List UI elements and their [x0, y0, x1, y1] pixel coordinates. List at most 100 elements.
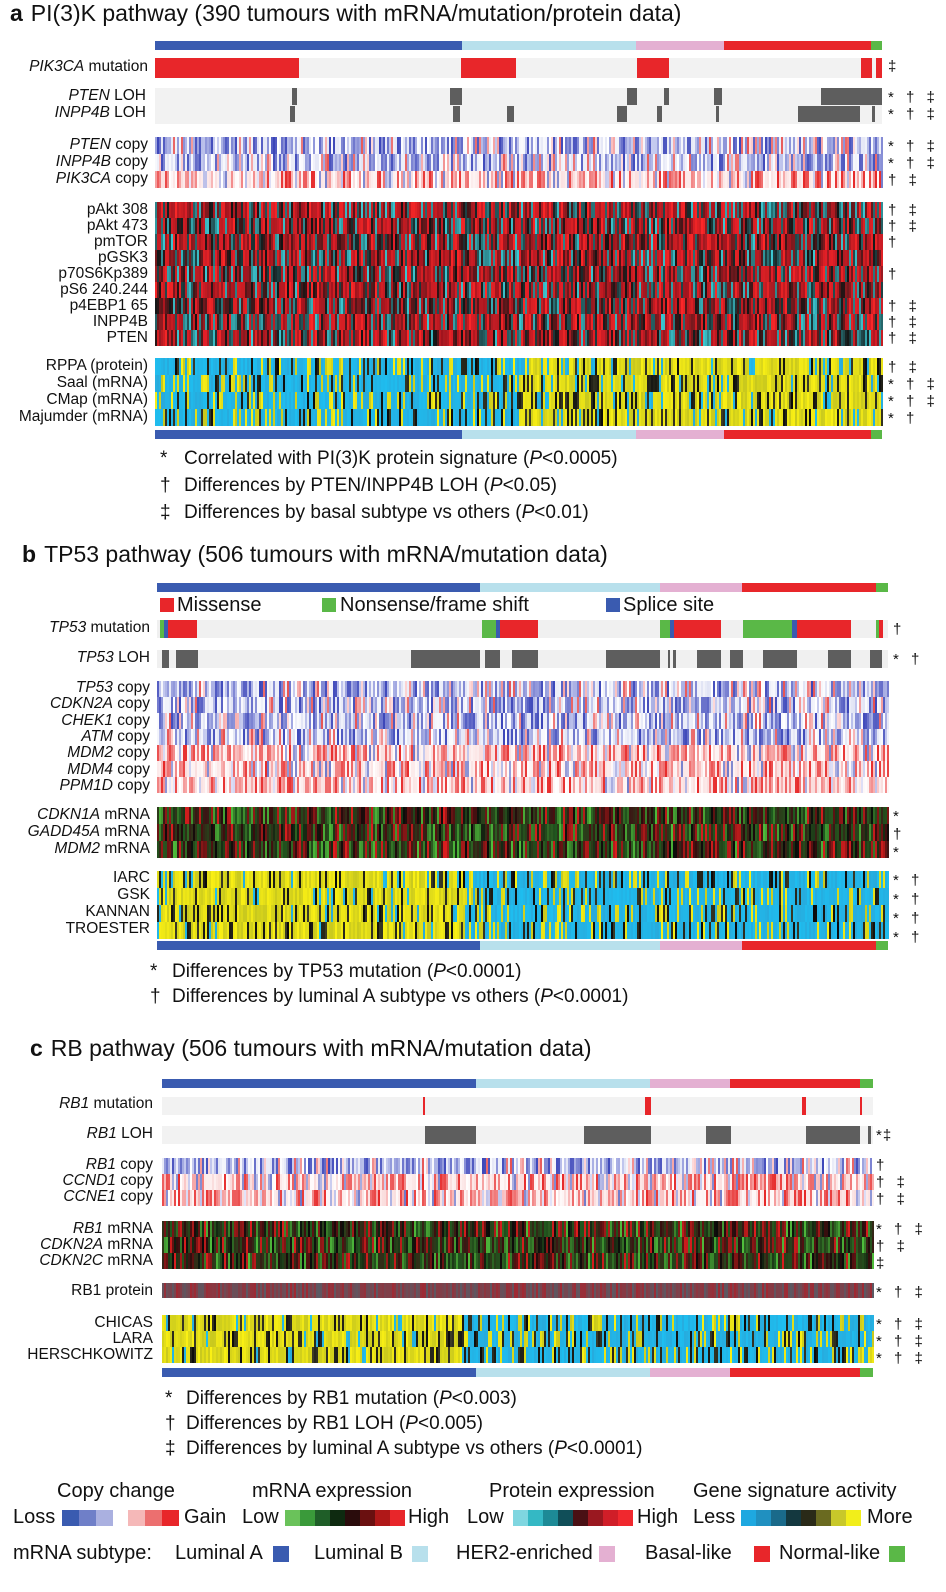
- protein-cell: [489, 218, 491, 234]
- pik3ca-copy-cell: [701, 171, 703, 188]
- signature-cell-a: [505, 375, 507, 392]
- loh-block-a: [798, 106, 860, 122]
- protein-cell: [595, 330, 597, 346]
- protein-cell: [351, 282, 353, 298]
- protein-cell: [715, 250, 717, 266]
- protein-cell: [261, 234, 263, 250]
- protein-cell: [825, 298, 827, 314]
- protein-cell: [567, 250, 569, 266]
- protein-cell: [851, 250, 853, 266]
- pten-copy-cell: [383, 137, 385, 154]
- protein-cell: [717, 202, 719, 218]
- protein-cell: [631, 250, 633, 266]
- protein-cell: [247, 218, 249, 234]
- signature-cell-a: [731, 358, 733, 375]
- protein-cell: [287, 250, 289, 266]
- protein-cell: [261, 250, 263, 266]
- protein-cell: [627, 266, 629, 282]
- pten-copy-cell: [479, 137, 481, 154]
- protein-cell: [219, 218, 221, 234]
- protein-cell: [853, 202, 855, 218]
- protein-cell: [675, 314, 677, 330]
- protein-cell: [717, 218, 719, 234]
- inpp4b-copy-cell: [711, 154, 713, 171]
- inpp4b-copy-cell: [765, 154, 767, 171]
- protein-cell: [467, 250, 469, 266]
- protein-cell: [725, 266, 727, 282]
- protein-cell: [459, 250, 461, 266]
- protein-cell: [679, 218, 681, 234]
- protein-cell: [509, 282, 511, 298]
- protein-cell: [695, 202, 697, 218]
- signature-cell-a: [383, 358, 385, 375]
- protein-cell: [369, 218, 371, 234]
- protein-cell: [479, 202, 481, 218]
- signature-cell-a: [587, 358, 589, 375]
- protein-cell: [777, 234, 779, 250]
- protein-cell: [397, 282, 399, 298]
- protein-cell: [189, 330, 191, 346]
- inpp4b-copy-cell: [543, 154, 545, 171]
- protein-cell: [561, 314, 563, 330]
- protein-cell: [619, 314, 621, 330]
- protein-cell: [239, 234, 241, 250]
- protein-cell: [451, 234, 453, 250]
- protein-cell: [531, 330, 533, 346]
- protein-cell: [321, 282, 323, 298]
- protein-cell: [607, 266, 609, 282]
- protein-cell: [833, 314, 835, 330]
- pten-copy-cell: [653, 137, 655, 154]
- pten-copy-cell: [581, 137, 583, 154]
- protein-cell: [641, 250, 643, 266]
- protein-cell: [431, 202, 433, 218]
- protein-cell: [265, 282, 267, 298]
- protein-cell: [157, 330, 159, 346]
- pten-copy-cell: [759, 137, 761, 154]
- pten-copy-cell: [543, 137, 545, 154]
- protein-cell: [595, 298, 597, 314]
- pik3ca-copy-cell: [323, 171, 325, 188]
- signature-cell-a: [785, 358, 787, 375]
- protein-cell: [619, 298, 621, 314]
- protein-cell: [377, 218, 379, 234]
- protein-cell: [321, 330, 323, 346]
- pten-copy-cell: [651, 137, 653, 154]
- protein-cell: [437, 282, 439, 298]
- protein-cell: [835, 250, 837, 266]
- protein-cell: [423, 314, 425, 330]
- protein-cell: [705, 266, 707, 282]
- protein-cell: [881, 282, 883, 298]
- protein-cell: [493, 250, 495, 266]
- protein-cell: [457, 282, 459, 298]
- inpp4b-copy-cell: [569, 154, 571, 171]
- protein-cell: [649, 298, 651, 314]
- signature-cell-a: [523, 375, 525, 392]
- protein-cell: [265, 202, 267, 218]
- inpp4b-copy-cell: [849, 154, 851, 171]
- protein-cell: [251, 298, 253, 314]
- protein-cell: [257, 314, 259, 330]
- inpp4b-copy-cell: [221, 154, 223, 171]
- protein-cell: [269, 234, 271, 250]
- pik3ca-copy-cell: [627, 171, 629, 188]
- signature-cell-a: [291, 358, 293, 375]
- protein-cell: [559, 330, 561, 346]
- protein-cell: [235, 298, 237, 314]
- protein-cell: [521, 314, 523, 330]
- protein-cell: [747, 234, 749, 250]
- pik3ca-copy-cell: [405, 171, 407, 188]
- pik3ca-copy-cell: [715, 171, 717, 188]
- protein-cell: [309, 202, 311, 218]
- signature-cell-a: [181, 358, 183, 375]
- pten-copy-cell: [163, 137, 165, 154]
- protein-cell: [505, 250, 507, 266]
- protein-cell: [471, 234, 473, 250]
- protein-cell: [285, 266, 287, 282]
- protein-cell: [685, 266, 687, 282]
- protein-cell: [599, 330, 601, 346]
- protein-cell: [307, 218, 309, 234]
- protein-cell: [805, 202, 807, 218]
- protein-cell: [439, 298, 441, 314]
- signature-cell-a: [575, 375, 577, 392]
- signature-cell-a: [157, 358, 159, 375]
